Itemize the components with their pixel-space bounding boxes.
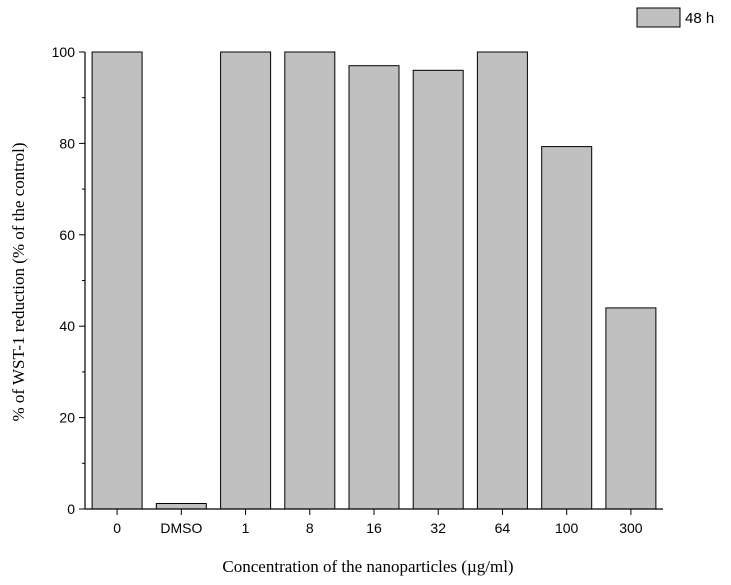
legend-label: 48 h [685, 10, 714, 27]
x-tick-label: 300 [619, 520, 643, 536]
x-tick-label: 32 [430, 520, 446, 536]
x-tick-label: 0 [113, 520, 121, 536]
bar-8 [284, 51, 336, 510]
bar-1 [220, 51, 272, 510]
x-tick-label: 1 [242, 520, 250, 536]
bars-group [91, 51, 657, 510]
y-ticks-group: 0 20 40 60 80 100 [52, 44, 85, 517]
y-tick-label: 100 [52, 44, 76, 60]
y-tick-label: 0 [67, 501, 75, 517]
x-tick-label: 16 [366, 520, 382, 536]
bar-dmso [155, 503, 207, 510]
bar-0 [91, 51, 143, 510]
bar-16 [348, 65, 400, 510]
bar-100 [541, 146, 593, 510]
y-tick-label: 80 [59, 135, 75, 151]
x-tick-label: 64 [495, 520, 511, 536]
bar-32 [412, 69, 464, 510]
x-tick-label: 8 [306, 520, 314, 536]
y-tick-label: 60 [59, 227, 75, 243]
y-tick-label: 20 [59, 410, 75, 426]
x-axis-title: Concentration of the nanoparticles (µg/m… [222, 557, 513, 576]
x-tick-label: 100 [555, 520, 579, 536]
y-tick-label: 40 [59, 318, 75, 334]
legend: 48 h [636, 7, 714, 28]
y-axis-title: % of WST-1 reduction (% of the control) [9, 142, 28, 421]
legend-swatch [636, 7, 681, 28]
x-tick-label: DMSO [160, 520, 202, 536]
bar-64 [476, 51, 528, 510]
x-ticks-group: 0 DMSO 1 8 16 32 64 100 300 [113, 509, 643, 536]
bar-300 [605, 307, 657, 510]
